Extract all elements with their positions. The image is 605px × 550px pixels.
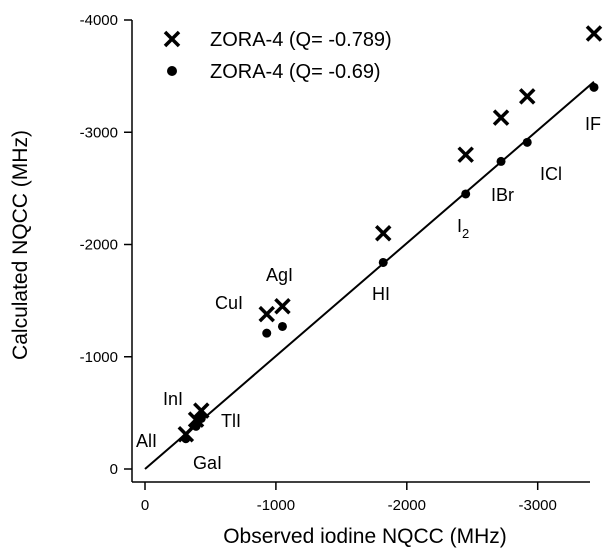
x-tick-label: -2000 <box>388 497 426 514</box>
point-dot-10 <box>589 82 599 92</box>
legend: ZORA-4 (Q= -0.789) ZORA-4 (Q= -0.69) <box>163 29 392 83</box>
data-points <box>177 25 603 444</box>
point-x-9 <box>518 88 536 105</box>
fit-line <box>144 80 595 470</box>
point-dot-9 <box>522 137 532 147</box>
label-i2: I2 <box>457 216 469 241</box>
point-dot-2 <box>191 421 201 431</box>
point-dot-6 <box>378 257 388 267</box>
legend-label-series-1: ZORA-4 (Q= -0.789) <box>210 29 392 51</box>
point-x-10 <box>585 25 603 42</box>
y-tick-label: -4000 <box>80 12 118 29</box>
point-dot-3 <box>196 413 206 423</box>
x-tick-label: -3000 <box>519 497 557 514</box>
legend-dot-marker <box>167 66 177 76</box>
label-gai: GaI <box>193 453 222 473</box>
point-x-7 <box>457 146 474 163</box>
y-tick-label: 0 <box>110 461 118 478</box>
point-x-8 <box>492 109 510 126</box>
legend-x-marker <box>163 30 181 48</box>
point-dot-8 <box>496 156 506 166</box>
point-annotations: AlI InI TlI GaI CuI AgI HI I2 IBr ICl IF <box>136 114 601 473</box>
point-dot-7 <box>461 189 471 199</box>
y-ticks: 0 -1000 -2000 -3000 -4000 <box>80 12 132 478</box>
x-axis-title: Observed iodine NQCC (MHz) <box>223 525 507 548</box>
point-x-4 <box>258 305 275 323</box>
x-tick-label: -1000 <box>257 497 295 514</box>
point-x-6 <box>375 225 392 242</box>
label-agi: AgI <box>266 265 293 285</box>
label-if: IF <box>585 114 601 134</box>
y-tick-label: -1000 <box>80 349 118 366</box>
label-icl: ICl <box>540 164 562 184</box>
label-hi: HI <box>372 284 390 304</box>
point-dot-5 <box>277 321 287 331</box>
point-x-5 <box>274 298 291 315</box>
point-dot-4 <box>262 328 272 338</box>
label-all: AlI <box>136 431 157 451</box>
label-ibr: IBr <box>491 185 514 205</box>
point-x-3 <box>193 402 210 419</box>
label-cui: CuI <box>215 293 243 313</box>
x-ticks: 0 -1000 -2000 -3000 <box>141 482 557 514</box>
y-tick-label: -3000 <box>80 124 118 141</box>
y-axis-title: Calculated NQCC (MHz) <box>9 130 32 360</box>
point-dot-1 <box>181 434 191 444</box>
label-ini: InI <box>163 389 183 409</box>
y-tick-label: -2000 <box>80 237 118 254</box>
label-tli: TlI <box>221 411 241 431</box>
legend-label-series-2: ZORA-4 (Q= -0.69) <box>210 61 381 83</box>
x-tick-label: 0 <box>141 497 149 514</box>
